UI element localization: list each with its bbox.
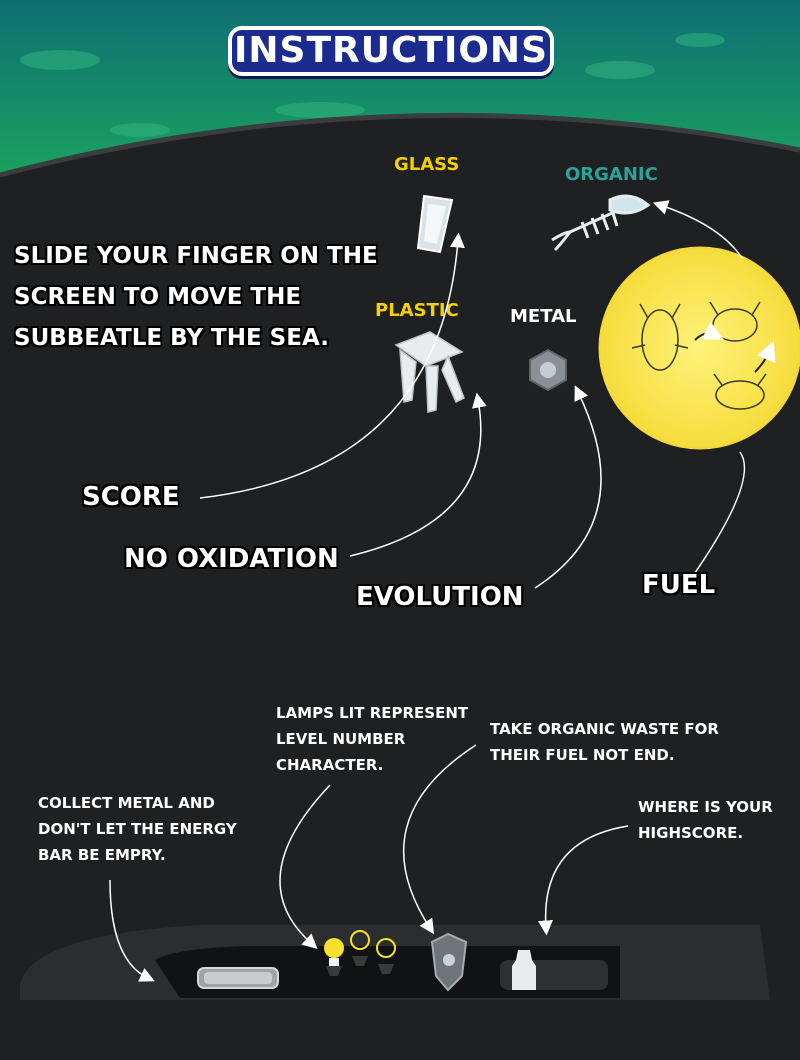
note-lamps: LAMPS LIT REPRESENT LEVEL NUMBER CHARACT…	[276, 704, 469, 774]
label-organic: ORGANIC	[565, 164, 658, 185]
glass-cup-icon	[416, 194, 454, 254]
arrow-shield	[402, 744, 477, 935]
note-highscore: WHERE IS YOUR HIGHSCORE.	[638, 798, 773, 842]
arrow-highscore	[538, 825, 629, 936]
energy-bar-icon	[197, 967, 279, 989]
arrow-energy-bar	[109, 879, 155, 982]
arrow-evolution	[534, 385, 602, 589]
intro-text: SLIDE YOUR FINGER ON THE SCREEN TO MOVE …	[14, 243, 378, 351]
label-metal: METAL	[510, 306, 577, 327]
note-organic: TAKE ORGANIC WASTE FOR THEIR FUEL NOT EN…	[490, 720, 719, 764]
shield-icon	[430, 932, 468, 992]
plastic-stool-icon	[394, 331, 465, 413]
effect-evolution: EVOLUTION	[356, 582, 524, 612]
arrow-lamps	[279, 784, 331, 949]
arrow-organic	[652, 200, 743, 259]
fish-bone-icon	[551, 194, 651, 252]
effect-fuel: FUEL	[642, 570, 716, 600]
highscore-bottle-icon	[500, 950, 608, 990]
arrow-score	[199, 232, 465, 499]
metal-nut-icon	[529, 348, 567, 392]
lamp-base-icon	[352, 956, 368, 966]
note-metal: COLLECT METAL AND DON'T LET THE ENERGY B…	[38, 794, 237, 864]
fuel-circle-icon	[598, 246, 800, 450]
arrow-no-oxidation	[349, 392, 487, 557]
effect-score: SCORE	[82, 482, 180, 512]
lamp-icon-unlit	[350, 930, 396, 958]
label-plastic: PLASTIC	[375, 300, 459, 321]
page-title: INSTRUCTIONS	[228, 26, 554, 76]
lamp-icon-lit	[324, 938, 344, 976]
label-glass: GLASS	[394, 154, 460, 175]
effect-no-oxidation: NO OXIDATION	[124, 544, 339, 574]
lamp-base-icon	[378, 964, 394, 974]
arrow-fuel	[689, 451, 746, 581]
